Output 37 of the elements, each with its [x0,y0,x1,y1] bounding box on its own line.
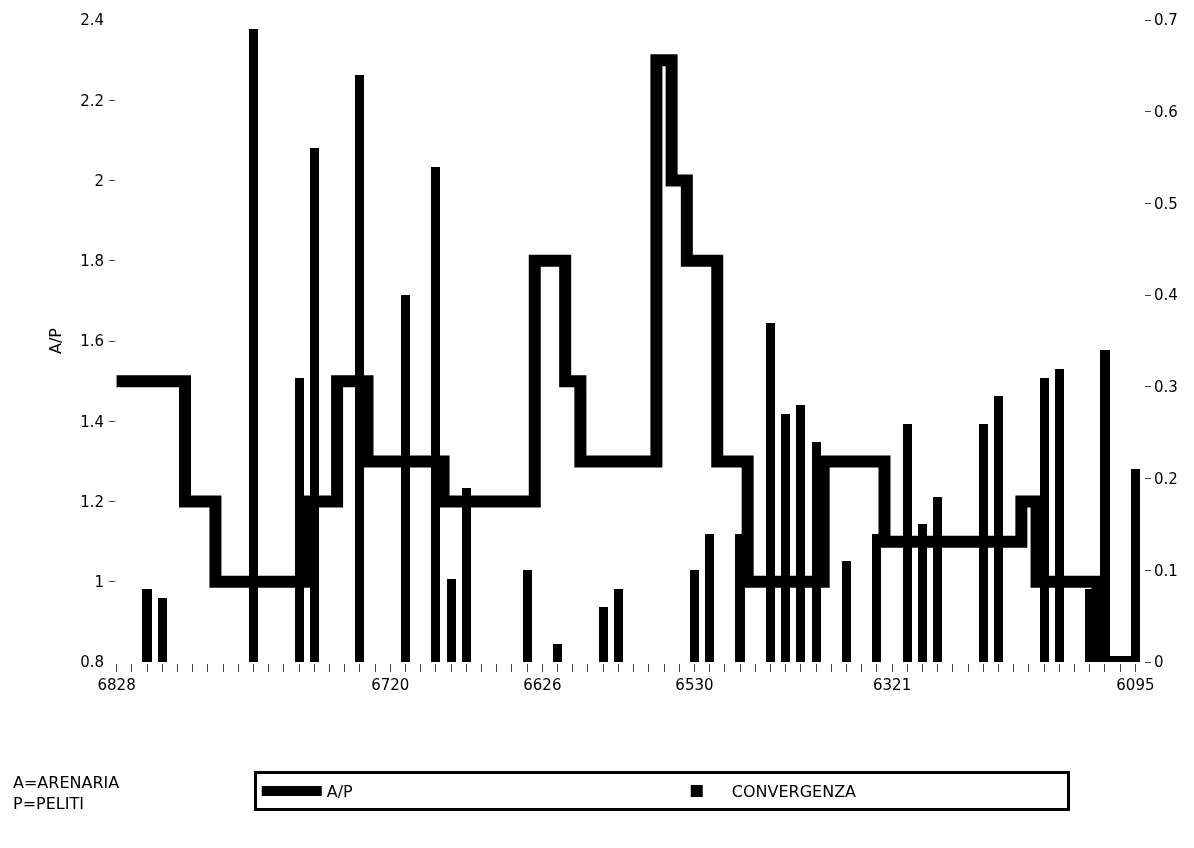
legend-label: A/P [326,782,354,802]
y-tick-label: 2 [94,171,104,190]
bar [599,607,608,662]
bar [447,579,456,662]
y2-tick-label: 0.5 [1154,194,1178,213]
bar [690,570,699,662]
y-tick-label: 1.8 [80,252,104,270]
y-tick-label: 1 [94,573,104,591]
x-tick-label: 6828 [97,676,136,694]
y2-tick-label: 0.6 [1154,102,1178,121]
legend-label: CONVERGENZA [731,782,857,802]
y-tick-label: 1.2 [80,492,104,511]
x-tick-label: 6720 [371,676,410,694]
bar [158,598,167,662]
x-tick-label: 6095 [1116,676,1155,694]
y-tick-label: 0.8 [80,653,104,672]
y-axis-title: A/P [45,327,65,354]
bar [142,589,152,662]
y-tick-label: 2.2 [80,91,104,110]
y2-tick-label: 0.1 [1154,561,1178,580]
y2-tick-label: 0.7 [1154,11,1178,30]
y-tick-label: 2.4 [80,11,104,30]
text: A=ARENARIA P=PELITI [13,773,120,813]
y2-tick-label: 0.4 [1154,286,1178,305]
bar [523,570,532,662]
y-tick-label: 1.6 [80,332,104,351]
y2-tick-label: 0.3 [1154,378,1178,397]
x-tick-label: 6626 [523,676,562,694]
y2-tick-label: 0.2 [1154,469,1178,488]
y2-tick-label: 0 [1154,653,1164,672]
bar [705,534,714,662]
bar [842,561,851,662]
x-tick-label: 6321 [873,676,912,694]
bar [553,644,562,662]
x-tick-label: 6530 [675,676,714,694]
bar [614,589,623,662]
y-tick-label: 1.4 [80,412,104,431]
